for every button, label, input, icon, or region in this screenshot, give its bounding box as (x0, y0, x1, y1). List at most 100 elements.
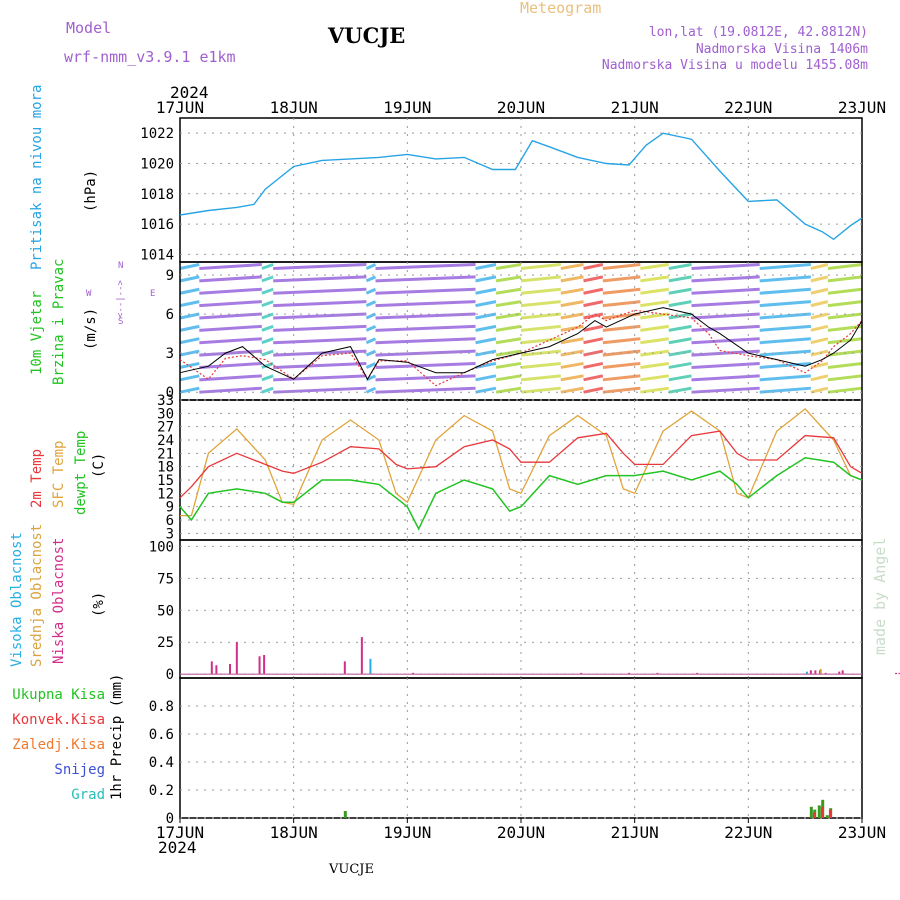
wind-arrow-row-4-6 (365, 312, 377, 320)
wind-arrow-row-15-1 (759, 374, 811, 382)
wind-arrow-row-8-10 (520, 263, 561, 271)
wind-arrow-row-10-1 (583, 374, 604, 382)
wind-arrow-row-9-9 (560, 275, 584, 283)
precip-legend-hail: Grad (71, 787, 105, 803)
year-top: 2024 (170, 83, 209, 102)
y-tick-label: 25 (157, 635, 174, 651)
wind-arrow-row-15-9 (759, 275, 811, 283)
wind-arrow-row-13-7 (668, 300, 692, 308)
wind-arrow-row-10-4 (583, 337, 604, 345)
wind-arrow-row-17-0 (827, 386, 863, 394)
cloud-bar-0 (656, 672, 659, 675)
wind-arrow-row-8-2 (520, 361, 561, 369)
wind-arrow-row-15-8 (759, 287, 811, 295)
y-tick-label: 50 (157, 603, 174, 619)
wind-arrow-row-0-2 (179, 361, 200, 369)
precip-bar-1 (812, 812, 816, 818)
day-label-bottom-6: 23JUN (838, 823, 886, 842)
wind-arrow-row-5-7 (375, 300, 476, 308)
elevation-label: Nadmorska Visina 1406m (695, 42, 868, 57)
wind-arrow-row-16-7 (810, 300, 829, 308)
wind-arrow-row-3-7 (273, 300, 367, 308)
day-label-top-1: 18JUN (270, 98, 318, 117)
cloud-bar-0 (895, 672, 898, 675)
cloud-bar-1 (819, 669, 822, 675)
wind-arrow-row-13-1 (668, 374, 692, 382)
y-tick-label: 21 (157, 446, 174, 462)
wind-arrow-row-6-8 (475, 287, 497, 295)
compass-w: W (86, 289, 92, 299)
wind-arrow-row-14-10 (691, 263, 760, 271)
cloud-bar-0 (814, 670, 817, 675)
wind-arrow-row-0-9 (179, 275, 200, 283)
wind-arrow-row-14-1 (691, 374, 760, 382)
wind-arrow-row-16-9 (810, 275, 829, 283)
y-tick-label: 0.8 (149, 699, 174, 715)
wind-arrow-row-5-0 (375, 386, 476, 394)
wind-arrow-row-12-7 (640, 300, 669, 308)
wind-arrow-row-7-8 (495, 287, 522, 295)
wind-arrow-row-17-7 (827, 300, 863, 308)
wind-arrow-row-14-4 (691, 337, 760, 345)
precip-legend-freezing: Zaledj.Kisa (12, 737, 105, 753)
wind-arrow-row-0-8 (179, 287, 200, 295)
wind-arrow-row-0-10 (179, 263, 200, 270)
precip-legend-total: Ukupna Kisa (12, 687, 105, 703)
day-label-top-0: 17JUN (156, 98, 204, 117)
wind-arrow-row-2-10 (261, 263, 274, 270)
y-tick-label: 30 (157, 406, 174, 422)
wind-arrow-row-1-5 (199, 324, 262, 332)
pressure-line (179, 132, 863, 241)
y-tick-label: 0.4 (149, 755, 174, 771)
precip-legend-convective: Konvek.Kisa (12, 712, 105, 728)
wind-arrow-row-6-10 (475, 263, 497, 270)
dewpoint-line (179, 457, 863, 531)
wind-arrow-row-0-0 (179, 386, 200, 394)
wind-arrow-row-11-1 (602, 374, 641, 382)
y-tick-label: 3 (166, 526, 174, 542)
y-tick-label: 33 (157, 393, 174, 409)
wind-arrow-row-10-3 (583, 349, 604, 357)
wind-arrow-row-1-10 (199, 263, 262, 271)
wind-arrow-row-11-10 (602, 263, 641, 271)
wind-arrow-row-7-0 (495, 386, 522, 394)
wind-arrow-row-15-3 (759, 349, 811, 357)
wind-arrow-row-13-8 (668, 287, 692, 295)
precip-bar-0 (809, 806, 813, 818)
precip-legend-snow: Snijeg (54, 762, 105, 778)
wind-arrow-row-12-2 (640, 361, 669, 369)
wind-arrow-row-2-7 (261, 300, 274, 308)
wind-arrow-row-6-0 (475, 386, 497, 394)
wind-arrow-row-15-10 (759, 263, 811, 271)
wind-arrow-row-17-1 (827, 374, 863, 382)
wind-arrow-row-6-6 (475, 312, 497, 320)
wind-speed-line (179, 307, 863, 381)
wind-arrow-row-12-8 (640, 287, 669, 295)
wind-arrow-row-7-9 (495, 275, 522, 283)
wind-arrow-row-14-5 (691, 324, 760, 332)
wind-arrow-row-3-8 (273, 287, 367, 295)
wind-arrow-row-4-10 (365, 263, 377, 270)
wind-arrow-row-9-7 (560, 300, 584, 308)
cloud-bar-0 (263, 655, 266, 675)
wind-arrow-row-16-3 (810, 349, 829, 357)
wind-arrow-row-1-4 (199, 337, 262, 345)
wind-arrow-row-6-7 (475, 300, 497, 308)
wind-arrow-row-16-1 (810, 374, 829, 382)
y-tick-label: 9 (166, 500, 174, 516)
wind-arrow-row-8-7 (520, 300, 561, 308)
wind-arrow-row-10-9 (583, 275, 604, 283)
wind-arrow-row-3-9 (273, 275, 367, 283)
wind-arrow-row-14-7 (691, 300, 760, 308)
cloud-bar-0 (838, 671, 841, 675)
cloud-bar-0 (824, 672, 827, 675)
wind-arrow-row-12-3 (640, 349, 669, 357)
wind-arrow-row-9-1 (560, 374, 584, 382)
compass-s: S (118, 317, 124, 327)
y-tick-label: 1020 (140, 156, 174, 172)
precip-bar-0 (343, 811, 347, 818)
wind-arrow-row-16-2 (810, 361, 829, 369)
wind-arrow-row-1-7 (199, 300, 262, 308)
wind-arrow-row-17-2 (827, 361, 863, 369)
wind-arrow-row-8-8 (520, 287, 561, 295)
